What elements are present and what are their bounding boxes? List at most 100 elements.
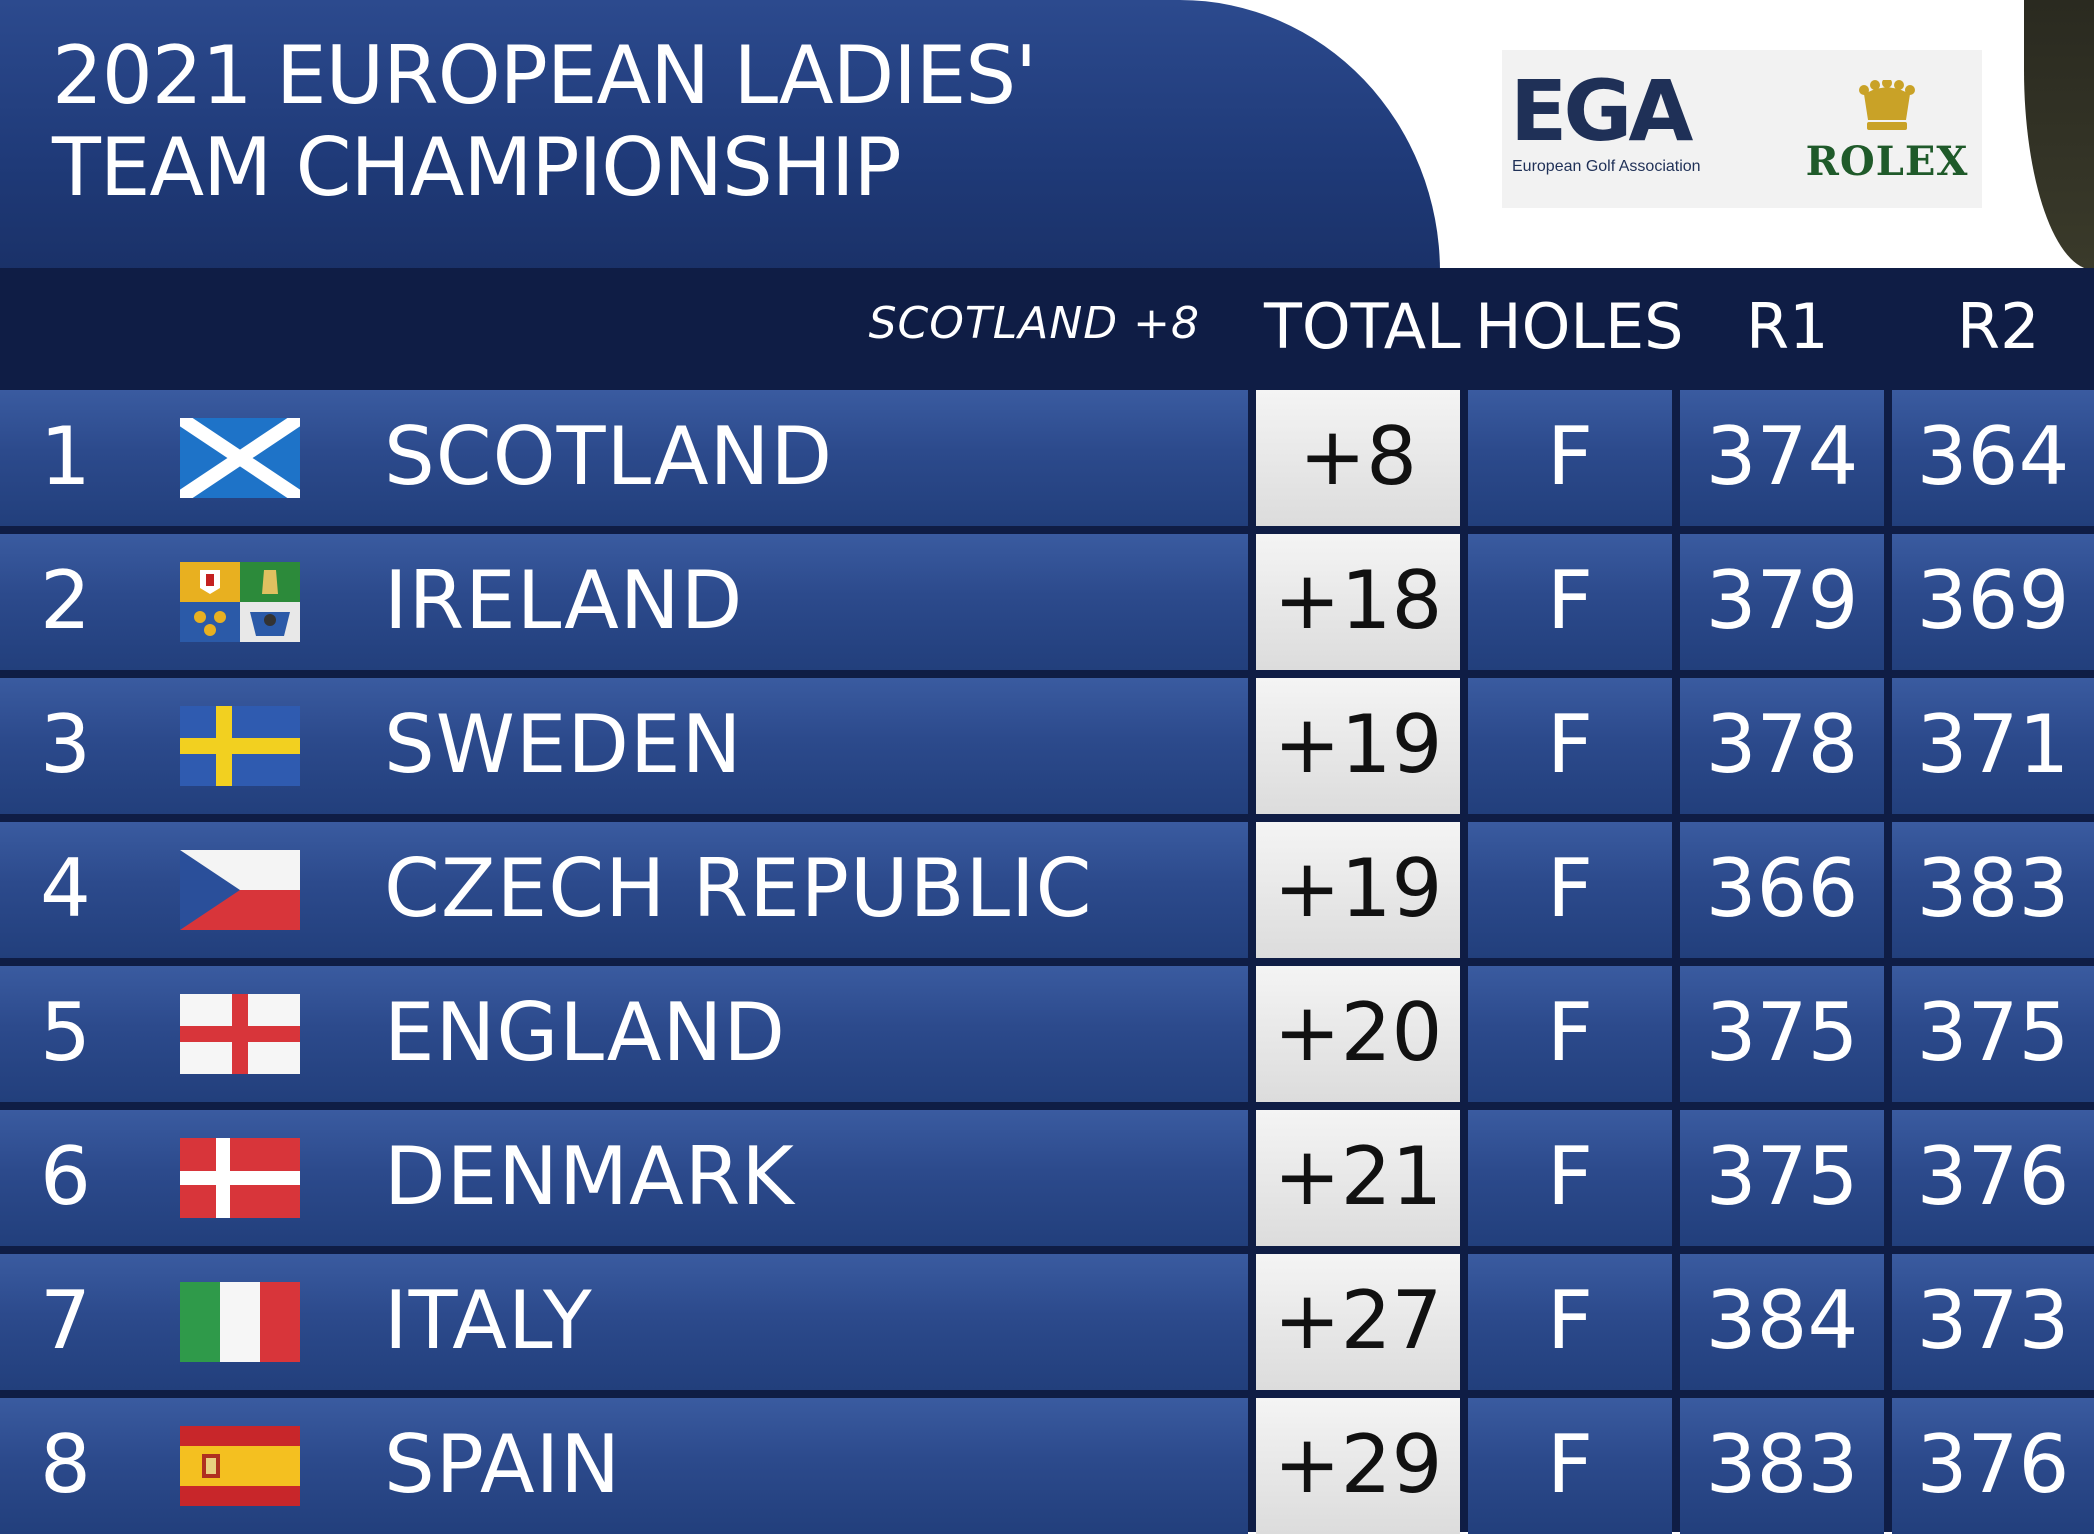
position: 4 <box>40 842 91 935</box>
england-flag-icon <box>180 994 300 1074</box>
total-score: +8 <box>1299 410 1417 503</box>
italy-flag-icon <box>180 1282 300 1362</box>
team-name: DENMARK <box>384 1130 795 1223</box>
team-name: IRELAND <box>384 554 744 647</box>
holes-status: F <box>1546 554 1593 647</box>
team-cell: 7 ITALY <box>0 1254 1248 1390</box>
rolex-crown-icon <box>1859 80 1915 130</box>
holes-status: F <box>1546 410 1593 503</box>
page-title: 2021 EUROPEAN LADIES' TEAM CHAMPIONSHIP <box>52 30 1252 214</box>
total-cell: +20 <box>1256 966 1460 1102</box>
title-line-1: 2021 EUROPEAN LADIES' <box>52 29 1037 122</box>
team-name: CZECH REPUBLIC <box>384 842 1093 935</box>
r2-score: 369 <box>1916 554 2070 647</box>
r2-cell: 375 <box>1892 966 2094 1102</box>
r2-score: 383 <box>1916 842 2070 935</box>
position: 1 <box>40 410 91 503</box>
position: 3 <box>40 698 91 791</box>
ega-logo: EGA European Golf Association <box>1510 66 1720 186</box>
r1-cell: 375 <box>1680 966 1884 1102</box>
r1-cell: 383 <box>1680 1398 1884 1534</box>
r1-score: 384 <box>1705 1274 1859 1367</box>
holes-status: F <box>1546 986 1593 1079</box>
table-row: 7 ITALY +27 F 384 373 <box>0 1254 2094 1390</box>
total-cell: +19 <box>1256 678 1460 814</box>
table-row: 1 SCOTLAND +8 F 374 364 <box>0 390 2094 526</box>
r1-cell: 375 <box>1680 1110 1884 1246</box>
r1-score: 375 <box>1705 1130 1859 1223</box>
sweden-flag-icon <box>180 706 300 786</box>
team-name: SPAIN <box>384 1418 622 1511</box>
team-cell: 3 SWEDEN <box>0 678 1248 814</box>
leaderboard-table: SCOTLAND +8 TOTAL HOLES R1 R2 1 SCOTLAND +… <box>0 268 2094 1534</box>
rolex-logo: ROLEX <box>1802 80 1972 190</box>
team-cell: 6 DENMARK <box>0 1110 1248 1246</box>
holes-cell: F <box>1468 966 1672 1102</box>
total-score: +20 <box>1273 986 1443 1079</box>
table-row: 3 SWEDEN +19 F 378 371 <box>0 678 2094 814</box>
holes-cell: F <box>1468 390 1672 526</box>
table-row: 4 CZECH REPUBLIC +19 F 366 383 <box>0 822 2094 958</box>
r1-score: 378 <box>1705 698 1859 791</box>
header-r2: R2 <box>1957 290 2040 363</box>
ega-logo-subtitle: European Golf Association <box>1512 158 1701 175</box>
r1-cell: 378 <box>1680 678 1884 814</box>
table-row: 2 IRELAND +18 F 379 369 <box>0 534 2094 670</box>
table-row: 8 SPAIN +29 F 383 376 <box>0 1398 2094 1534</box>
r1-cell: 374 <box>1680 390 1884 526</box>
holes-cell: F <box>1468 1254 1672 1390</box>
holes-cell: F <box>1468 678 1672 814</box>
r1-score: 374 <box>1705 410 1859 503</box>
ega-logo-text: EGA <box>1510 62 1693 160</box>
position: 8 <box>40 1418 91 1511</box>
table-row: 5 ENGLAND +20 F 375 375 <box>0 966 2094 1102</box>
holes-cell: F <box>1468 1110 1672 1246</box>
table-row: 6 DENMARK +21 F 375 376 <box>0 1110 2094 1246</box>
r1-score: 375 <box>1705 986 1859 1079</box>
total-score: +19 <box>1273 698 1443 791</box>
holes-status: F <box>1546 1130 1593 1223</box>
spain-flag-icon <box>180 1426 300 1506</box>
holes-status: F <box>1546 1274 1593 1367</box>
total-cell: +21 <box>1256 1110 1460 1246</box>
team-name: SCOTLAND <box>384 410 834 503</box>
r1-score: 379 <box>1705 554 1859 647</box>
title-line-2: TEAM CHAMPIONSHIP <box>52 121 902 214</box>
position: 5 <box>40 986 91 1079</box>
r2-cell: 376 <box>1892 1110 2094 1246</box>
team-cell: 1 SCOTLAND <box>0 390 1248 526</box>
team-cell: 2 IRELAND <box>0 534 1248 670</box>
scotland-flag-icon <box>176 412 304 504</box>
total-cell: +18 <box>1256 534 1460 670</box>
r2-score: 373 <box>1916 1274 2070 1367</box>
header-holes: HOLES <box>1475 290 1684 363</box>
position: 6 <box>40 1130 91 1223</box>
r2-score: 376 <box>1916 1130 2070 1223</box>
r2-cell: 364 <box>1892 390 2094 526</box>
holes-cell: F <box>1468 822 1672 958</box>
r1-cell: 379 <box>1680 534 1884 670</box>
r1-cell: 384 <box>1680 1254 1884 1390</box>
r2-cell: 376 <box>1892 1398 2094 1534</box>
table-header: SCOTLAND +8 TOTAL HOLES R1 R2 <box>0 268 2094 386</box>
team-cell: 5 ENGLAND <box>0 966 1248 1102</box>
total-cell: +8 <box>1256 390 1460 526</box>
position: 7 <box>40 1274 91 1367</box>
holes-cell: F <box>1468 534 1672 670</box>
header-r1: R1 <box>1746 290 1829 363</box>
total-score: +21 <box>1273 1130 1443 1223</box>
team-cell: 8 SPAIN <box>0 1398 1248 1534</box>
holes-status: F <box>1546 842 1593 935</box>
r2-score: 376 <box>1916 1418 2070 1511</box>
holes-cell: F <box>1468 1398 1672 1534</box>
team-name: SWEDEN <box>384 698 743 791</box>
r2-cell: 383 <box>1892 822 2094 958</box>
denmark-flag-icon <box>180 1138 300 1218</box>
holes-status: F <box>1546 1418 1593 1511</box>
total-cell: +29 <box>1256 1398 1460 1534</box>
r2-score: 375 <box>1916 986 2070 1079</box>
position: 2 <box>40 554 91 647</box>
leader-note: SCOTLAND +8 <box>868 298 1200 349</box>
total-score: +29 <box>1273 1418 1443 1511</box>
r2-score: 364 <box>1916 410 2070 503</box>
